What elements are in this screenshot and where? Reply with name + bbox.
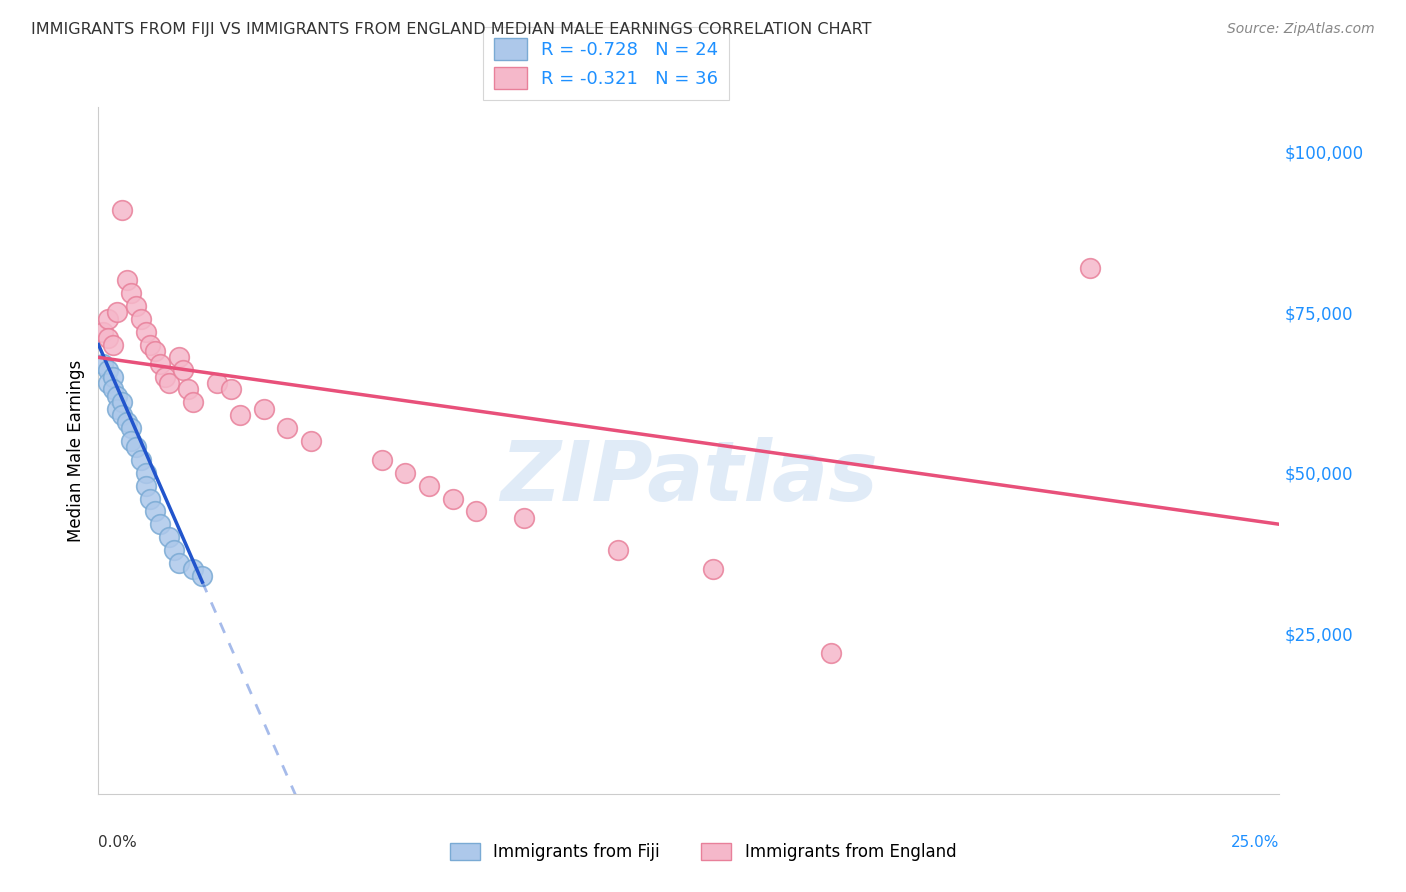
Y-axis label: Median Male Earnings: Median Male Earnings <box>66 359 84 541</box>
Point <box>143 343 166 358</box>
Point <box>115 273 138 287</box>
Point <box>129 311 152 326</box>
Point <box>143 504 166 518</box>
Point <box>157 376 180 390</box>
Point <box>167 351 190 365</box>
Point <box>1080 260 1102 275</box>
Point <box>371 453 394 467</box>
Point <box>172 363 194 377</box>
Text: 25.0%: 25.0% <box>1232 835 1279 850</box>
Point <box>177 383 200 397</box>
Point <box>441 491 464 506</box>
Point <box>121 434 143 448</box>
Text: 0.0%: 0.0% <box>98 835 138 850</box>
Legend: Immigrants from Fiji, Immigrants from England: Immigrants from Fiji, Immigrants from En… <box>443 836 963 868</box>
Point <box>394 466 416 480</box>
Point <box>135 466 157 480</box>
Point <box>115 415 138 429</box>
Point <box>512 511 534 525</box>
Point <box>820 646 842 660</box>
Point <box>607 543 630 558</box>
Point <box>101 383 124 397</box>
Point <box>91 325 114 339</box>
Point <box>702 562 724 576</box>
Text: ZIPatlas: ZIPatlas <box>501 437 877 518</box>
Point <box>149 357 172 371</box>
Point <box>276 421 298 435</box>
Point <box>139 491 162 506</box>
Text: Source: ZipAtlas.com: Source: ZipAtlas.com <box>1227 22 1375 37</box>
Point <box>299 434 322 448</box>
Point <box>135 479 157 493</box>
Text: IMMIGRANTS FROM FIJI VS IMMIGRANTS FROM ENGLAND MEDIAN MALE EARNINGS CORRELATION: IMMIGRANTS FROM FIJI VS IMMIGRANTS FROM … <box>31 22 872 37</box>
Point <box>219 383 242 397</box>
Point <box>97 376 120 390</box>
Point <box>129 453 152 467</box>
Point <box>111 202 134 217</box>
Point <box>167 556 190 570</box>
Point <box>101 369 124 384</box>
Point <box>135 325 157 339</box>
Point <box>125 299 148 313</box>
Point <box>121 286 143 301</box>
Point <box>97 363 120 377</box>
Point <box>253 401 276 416</box>
Point <box>105 401 128 416</box>
Point <box>105 389 128 403</box>
Point <box>181 562 204 576</box>
Point <box>97 331 120 345</box>
Point <box>121 421 143 435</box>
Point <box>149 517 172 532</box>
Point <box>181 395 204 409</box>
Point <box>191 568 214 582</box>
Point <box>139 337 162 351</box>
Point <box>91 357 114 371</box>
Point <box>153 369 176 384</box>
Point <box>163 543 186 558</box>
Point <box>105 305 128 319</box>
Point <box>101 337 124 351</box>
Point <box>229 408 252 422</box>
Legend: R = -0.728   N = 24, R = -0.321   N = 36: R = -0.728 N = 24, R = -0.321 N = 36 <box>484 27 730 100</box>
Point <box>205 376 228 390</box>
Point <box>111 408 134 422</box>
Point <box>111 395 134 409</box>
Point <box>418 479 440 493</box>
Point <box>465 504 488 518</box>
Point <box>125 440 148 454</box>
Point <box>97 311 120 326</box>
Point <box>157 530 180 544</box>
